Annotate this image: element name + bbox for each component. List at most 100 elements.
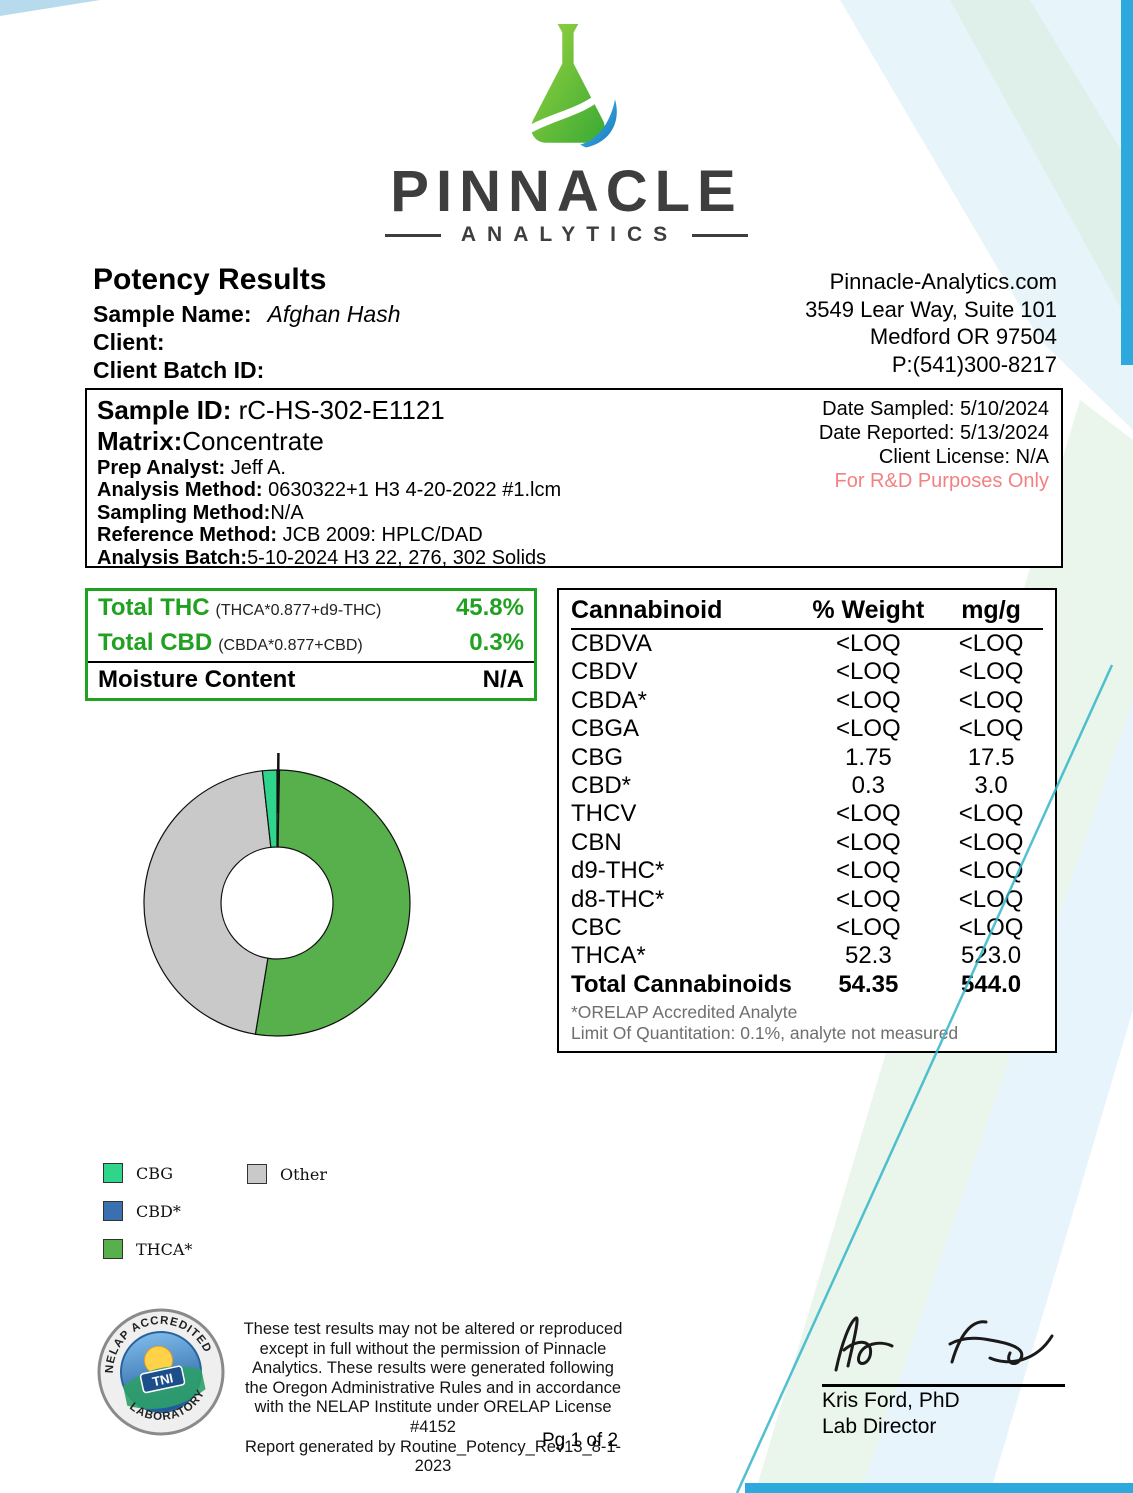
total-cbd-row: Total CBD (CBDA*0.877+CBD) 0.3%	[88, 626, 534, 661]
legend-item-other: Other	[247, 1164, 327, 1184]
legend-item-cbg: CBG	[103, 1163, 173, 1183]
analyte-mg-g: 3.0	[974, 772, 1008, 800]
header-cannabinoid: Cannabinoid	[571, 592, 798, 630]
analyte-weight-pct: <LOQ	[835, 885, 901, 913]
date-sampled-value: 5/10/2024	[960, 398, 1049, 420]
disclaimer-line: These test results may not be altered or…	[243, 1320, 623, 1338]
legend-label-cbd: CBD*	[136, 1201, 181, 1221]
disclaimer-line: Report generated by Routine_Potency_Rev1…	[244, 1437, 622, 1476]
legend-item-cbd: CBD*	[103, 1201, 181, 1221]
sample-id-label: Sample ID:	[97, 395, 232, 425]
total-cannabinoids-label: Total Cannabinoids	[571, 970, 792, 998]
client-row: Client:	[93, 328, 401, 356]
lab-website: Pinnacle-Analytics.com	[829, 269, 1057, 294]
analyte-weight-pct: <LOQ	[835, 857, 901, 885]
flask-logo-icon	[525, 24, 617, 148]
analyte-mg-g: <LOQ	[958, 630, 1024, 657]
total-cannabinoids-row: Total Cannabinoids 54.35 544.0	[571, 971, 1043, 999]
analyte-mg-g: <LOQ	[958, 658, 1024, 686]
analyte-mg-g: 523.0	[961, 942, 1022, 970]
cannabinoid-row: CBN <LOQ <LOQ	[571, 829, 1043, 857]
analyte-name: THCV	[571, 800, 637, 828]
sample-id-value: rC-HS-302-E1121	[238, 395, 445, 425]
total-thc-row: Total THC (THCA*0.877+d9-THC) 45.8%	[88, 591, 534, 626]
total-thc-label: Total THC	[98, 594, 210, 621]
loq-footnote: Limit Of Quantitation: 0.1%, analyte not…	[571, 1022, 959, 1043]
legend-swatch-other	[247, 1164, 267, 1184]
seal-center-text: TNI	[151, 1370, 175, 1389]
cannabinoid-row: d9-THC* <LOQ <LOQ	[571, 857, 1043, 885]
legend-label-cbg: CBG	[136, 1163, 174, 1183]
sample-info-box: Sample ID: rC-HS-302-E1121 Matrix:Concen…	[85, 388, 1063, 569]
analyte-mg-g: <LOQ	[958, 800, 1024, 828]
total-cannabinoids-weight: 54.35	[838, 970, 899, 998]
header-weight-pct: % Weight	[797, 592, 940, 630]
analyte-weight-pct: <LOQ	[835, 800, 901, 828]
total-cbd-formula: (CBDA*0.877+CBD)	[218, 637, 363, 654]
moisture-label: Moisture Content	[98, 666, 296, 693]
analyte-mg-g: <LOQ	[958, 885, 1024, 913]
total-thc-value: 45.8%	[455, 594, 524, 621]
cannabinoid-donut-chart	[143, 753, 411, 1037]
sampling-method-row: Sampling Method:N/A	[97, 502, 1051, 524]
legend-swatch-thca	[103, 1239, 123, 1259]
signature	[834, 1316, 1054, 1372]
report-header: Potency Results Sample Name: Afghan Hash …	[93, 263, 1057, 384]
analysis-batch-label: Analysis Batch:	[97, 546, 248, 569]
client-license-value: N/A	[1015, 446, 1049, 468]
pie-slice-other	[143, 770, 272, 1035]
disclaimer-line: except in full without the permission of…	[259, 1339, 607, 1358]
dates-block: Date Sampled: 5/10/2024 Date Reported: 5…	[819, 397, 1049, 493]
matrix-label: Matrix:	[97, 426, 183, 456]
sample-id-row: Sample ID: rC-HS-302-E1121	[97, 395, 1051, 426]
analysis-method-label: Analysis Method:	[97, 479, 263, 502]
analyte-name: CBDA*	[571, 686, 648, 714]
date-sampled-label: Date Sampled:	[822, 398, 955, 420]
disclaimer-block: These test results may not be altered or…	[233, 1320, 633, 1477]
analyte-name: CBDV	[571, 658, 638, 686]
moisture-value: N/A	[482, 666, 524, 693]
lab-address-line1: 3549 Lear Way, Suite 101	[805, 296, 1057, 322]
analyte-mg-g: 17.5	[967, 743, 1015, 771]
cannabinoid-row: CBDV <LOQ <LOQ	[571, 658, 1043, 686]
brand-name: PINNACLE	[390, 159, 743, 224]
total-cannabinoids-mg: 544.0	[961, 970, 1022, 998]
analyte-weight-pct: 0.3	[851, 772, 886, 800]
page-title: Potency Results	[93, 263, 327, 296]
analyte-weight-pct: <LOQ	[835, 686, 901, 714]
sampling-method-label: Sampling Method:	[97, 501, 271, 524]
analyte-name: THCA*	[571, 942, 646, 970]
logo-block: PINNACLE ANALYTICS	[0, 20, 1133, 247]
signature-line	[822, 1384, 1065, 1387]
analysis-method-row: Analysis Method: 0630322+1 H3 4-20-2022 …	[97, 479, 1051, 501]
disclaimer-line: with the NELAP Institute under ORELAP Li…	[254, 1398, 612, 1436]
analyte-weight-pct: <LOQ	[835, 630, 901, 657]
analysis-batch-row: Analysis Batch:5-10-2024 H3 22, 276, 302…	[97, 547, 1051, 569]
legend-swatch-cbd	[103, 1201, 123, 1221]
analysis-batch-value: 5-10-2024 H3 22, 276, 302 Solids	[247, 546, 547, 569]
cannabinoid-row: CBGA <LOQ <LOQ	[571, 715, 1043, 743]
analysis-method-value: 0630322+1 H3 4-20-2022 #1.lcm	[268, 479, 562, 502]
lab-contact-block: Pinnacle-Analytics.com 3549 Lear Way, Su…	[805, 263, 1057, 384]
cannabinoid-table-box: Cannabinoid % Weight mg/g CBDVA <LOQ <LOQ C…	[557, 588, 1057, 1053]
cannabinoid-row: d8-THC* <LOQ <LOQ	[571, 886, 1043, 914]
analyte-weight-pct: <LOQ	[835, 658, 901, 686]
header-left: Potency Results Sample Name: Afghan Hash …	[93, 263, 401, 384]
analyte-weight-pct: 52.3	[844, 942, 892, 970]
disclaimer-line: Analytics. These results were generated …	[252, 1359, 614, 1378]
analyte-mg-g: <LOQ	[958, 686, 1024, 714]
total-cbd-label: Total CBD	[98, 629, 213, 656]
sample-name-value: Afghan Hash	[267, 301, 401, 327]
cannabinoid-row: THCV <LOQ <LOQ	[571, 800, 1043, 828]
cannabinoid-table: Cannabinoid % Weight mg/g CBDVA <LOQ <LOQ C…	[571, 592, 1043, 999]
lab-phone: P:(541)300-8217	[891, 351, 1057, 377]
analyte-weight-pct: <LOQ	[835, 914, 901, 942]
analyte-mg-g: <LOQ	[958, 715, 1024, 743]
analyte-weight-pct: 1.75	[844, 743, 892, 771]
pie-slice-thca	[254, 769, 411, 1037]
date-sampled-row: Date Sampled: 5/10/2024	[819, 397, 1049, 421]
analyte-name: d8-THC*	[571, 885, 665, 913]
orelap-footnote: *ORELAP Accredited Analyte	[571, 1002, 798, 1023]
